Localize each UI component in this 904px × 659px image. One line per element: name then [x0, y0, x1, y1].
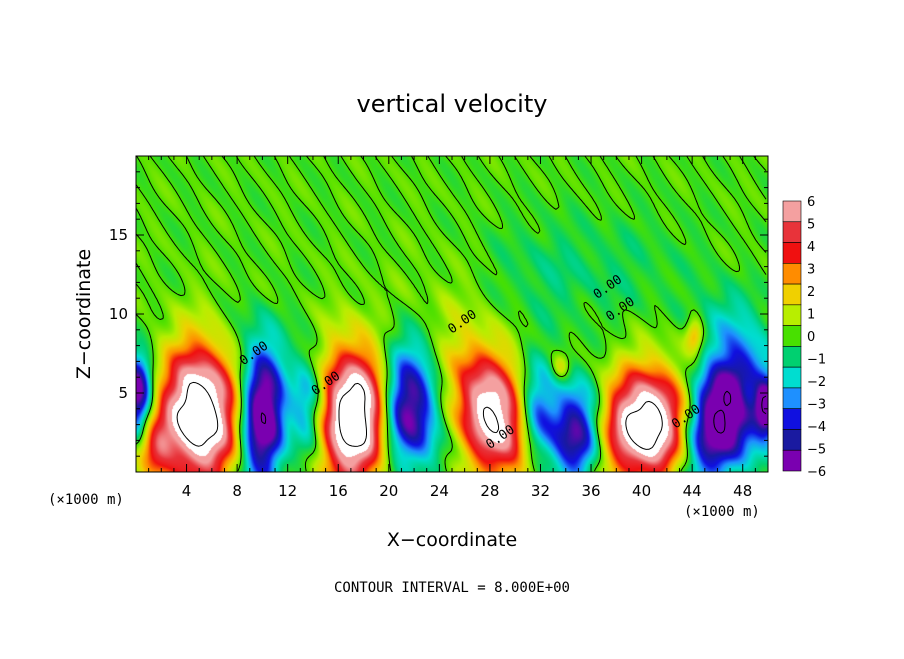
contour-zero: [135, 155, 767, 472]
colorbar-label: −2: [807, 375, 826, 390]
contour-positive: [176, 381, 663, 450]
x-tick-label: 40: [632, 482, 651, 500]
colorbar-swatch: [782, 263, 802, 285]
colorbar-label: −4: [807, 420, 826, 435]
x-tick-label: 8: [232, 482, 242, 500]
x-tick-label: 44: [683, 482, 702, 500]
colorbar-swatch: [782, 283, 802, 306]
x-tick-label: 24: [430, 482, 449, 500]
x-tick-label: 16: [329, 482, 348, 500]
colorbar: 6 5 4 3 2 1 0 −1 −2 −3 −4 −5 −6: [782, 195, 826, 480]
plot-area: 0.000.000.000.000.000.000.00: [135, 155, 769, 473]
colorbar-label: 4: [807, 240, 815, 255]
colorbar-label: −3: [807, 398, 826, 413]
y-axis-label: Z−coordinate: [73, 249, 95, 379]
colorbar-swatch: [782, 346, 802, 368]
contour-interval-text: CONTOUR INTERVAL = 8.000E+00: [334, 580, 570, 596]
x-tick-label: 20: [379, 482, 398, 500]
colorbar-label: 2: [807, 285, 815, 300]
colorbar-label: −6: [807, 465, 826, 480]
colorbar-label: 1: [807, 308, 815, 323]
colorbar-swatch: [782, 429, 802, 451]
x-tick-label: 28: [480, 482, 499, 500]
x-tick-label: 4: [182, 482, 192, 500]
colorbar-label: −1: [807, 353, 826, 368]
x-tick-label: 48: [733, 482, 752, 500]
colorbar-label: −5: [807, 443, 826, 458]
contour-negative: [260, 390, 767, 434]
colorbar-label: 3: [807, 263, 815, 278]
y-tick-label: 10: [109, 305, 128, 323]
x-tick-label: 12: [278, 482, 297, 500]
y-axis: 5 10 15: [109, 171, 768, 457]
colorbar-label: 5: [807, 218, 815, 233]
zero-contours: [135, 155, 767, 472]
colorbar-swatch: [782, 221, 802, 243]
x-axis: 4 8 12 16 20 24 28 32 36 40 44 48: [148, 156, 756, 500]
x-axis-label: X−coordinate: [387, 529, 517, 551]
chart-title: vertical velocity: [357, 90, 548, 118]
colorbar-swatch: [782, 449, 802, 472]
y-tick-label: 15: [109, 226, 128, 244]
colorbar-swatch: [782, 325, 802, 347]
x-unit-right: (×1000 m): [684, 504, 760, 520]
colorbar-swatch: [782, 408, 802, 430]
colorbar-label: 0: [807, 330, 815, 345]
colorbar-swatch: [782, 242, 802, 264]
velocity-field: [136, 156, 768, 472]
x-tick-label: 32: [531, 482, 550, 500]
y-tick-label: 5: [118, 384, 128, 402]
x-unit-left: (×1000 m): [48, 492, 124, 508]
colorbar-swatch: [782, 366, 802, 389]
colorbar-swatch: [782, 387, 802, 409]
colorbar-label: 6: [807, 195, 815, 210]
colorbar-swatch: [782, 200, 802, 223]
colorbar-swatch: [782, 304, 802, 326]
x-tick-label: 36: [581, 482, 600, 500]
